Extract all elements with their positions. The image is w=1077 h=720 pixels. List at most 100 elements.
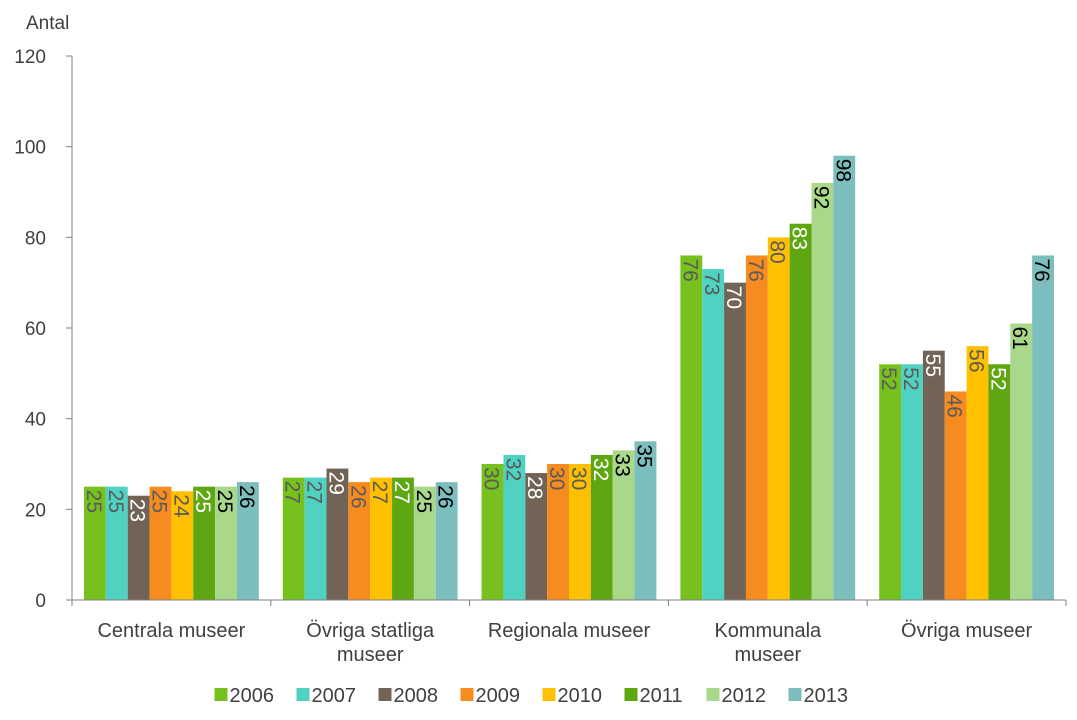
data-label: 27 <box>368 481 391 504</box>
data-label: 76 <box>744 258 767 281</box>
legend-label: 2012 <box>722 685 767 707</box>
legend-label: 2006 <box>230 685 275 707</box>
bar <box>745 255 768 600</box>
data-label: 52 <box>899 367 922 390</box>
y-axis-label: Antal <box>26 13 69 34</box>
bar <box>767 237 790 601</box>
data-label: 24 <box>169 494 192 518</box>
bar <box>569 464 591 600</box>
bar <box>811 182 834 600</box>
data-label: 92 <box>809 186 832 209</box>
data-label: 25 <box>147 490 170 513</box>
legend-label: 2009 <box>476 685 521 707</box>
data-label: 32 <box>589 458 612 481</box>
bar <box>724 282 746 600</box>
data-label: 26 <box>434 485 457 508</box>
x-category-label: museer <box>734 644 801 666</box>
legend-swatch <box>788 688 802 701</box>
bar <box>435 482 458 600</box>
bar <box>833 155 856 600</box>
legend-swatch <box>214 688 228 701</box>
bar <box>1010 323 1033 600</box>
data-label: 27 <box>390 481 413 504</box>
data-label: 27 <box>281 481 304 504</box>
x-axis: Centrala museer Övriga statligamuseerRegi… <box>71 599 1067 666</box>
y-tick-label: 80 <box>25 228 46 249</box>
legend-swatch <box>378 688 392 701</box>
data-label: 25 <box>191 490 214 513</box>
data-label: 28 <box>523 476 546 499</box>
bar <box>789 223 812 600</box>
bar <box>193 486 216 600</box>
bar <box>702 269 725 600</box>
bar <box>370 477 393 600</box>
y-tick-label: 40 <box>25 410 46 431</box>
x-category-label: Regionala museer <box>488 620 651 642</box>
bar <box>634 441 657 600</box>
y-tick-label: 0 <box>35 591 46 612</box>
data-label: 55 <box>921 354 944 377</box>
bar <box>879 364 902 600</box>
bar <box>413 486 436 600</box>
x-category-label: museer <box>337 644 404 666</box>
bar <box>590 454 613 600</box>
bar <box>149 486 172 600</box>
bar <box>1032 255 1054 600</box>
x-category-label: Övriga statliga <box>306 620 435 642</box>
y-tick-label: 60 <box>25 319 46 340</box>
data-label: 30 <box>567 467 590 490</box>
bar <box>348 482 371 600</box>
legend-label: 2011 <box>640 685 683 707</box>
data-label: 26 <box>346 485 369 508</box>
data-label: 83 <box>788 227 811 250</box>
data-label: 70 <box>722 286 745 309</box>
bar <box>503 454 526 600</box>
data-label: 80 <box>766 240 789 263</box>
bar <box>105 486 128 600</box>
data-label: 27 <box>303 481 326 504</box>
data-label: 33 <box>611 453 634 476</box>
data-label: 73 <box>700 272 723 295</box>
bar <box>680 255 703 600</box>
data-label: 25 <box>82 490 105 513</box>
x-category-label: Övriga museer <box>901 620 1032 642</box>
bar <box>326 468 349 600</box>
data-label: 76 <box>678 258 701 281</box>
data-label: 46 <box>943 394 966 417</box>
data-label: 61 <box>1008 326 1031 349</box>
data-label: 23 <box>126 499 149 522</box>
bar <box>612 450 635 600</box>
data-label: 35 <box>632 444 655 467</box>
bar <box>127 495 150 600</box>
data-label: 25 <box>213 490 236 513</box>
bar <box>922 350 945 600</box>
legend-label: 2007 <box>312 685 357 707</box>
x-category-label: Centrala museer <box>97 620 245 642</box>
data-label: 26 <box>235 485 258 508</box>
data-label: 30 <box>545 467 568 490</box>
data-label: 30 <box>480 467 503 490</box>
bar <box>171 491 194 600</box>
bar <box>966 346 989 600</box>
data-label: 29 <box>324 472 347 495</box>
data-label: 56 <box>965 349 988 372</box>
bar <box>236 482 259 600</box>
data-label: 25 <box>412 490 435 513</box>
data-label: 98 <box>831 159 854 182</box>
bar <box>304 477 327 600</box>
data-label: 52 <box>877 367 900 390</box>
legend-label: 2008 <box>394 685 439 707</box>
y-tick-label: 20 <box>25 500 46 521</box>
data-label: 32 <box>501 458 524 481</box>
legend-label: 2013 <box>804 685 849 707</box>
y-axis: 0 20 40 60 80 100 120 <box>14 47 73 612</box>
y-tick-label: 120 <box>14 47 46 68</box>
bar <box>215 486 237 600</box>
legend-label: 2010 <box>558 685 603 707</box>
legend-swatch <box>296 688 310 701</box>
bar <box>282 477 305 600</box>
legend-swatch <box>706 688 720 701</box>
